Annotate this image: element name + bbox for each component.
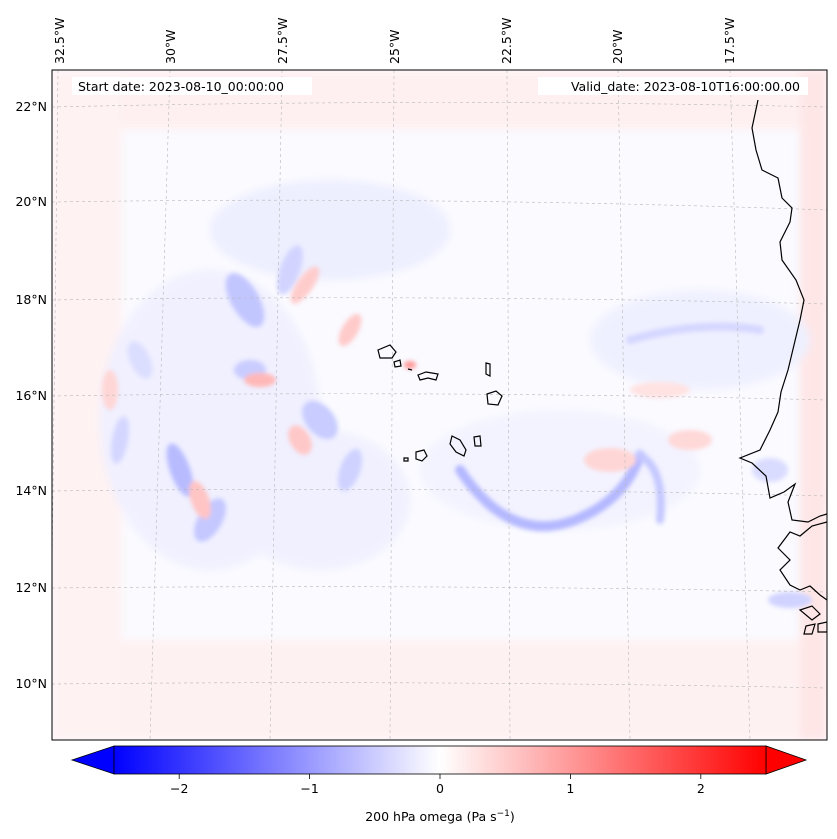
colorbar-extend-min (70, 745, 115, 775)
cape-verde-boa-vista (486, 390, 503, 406)
colorbar-gradient (113, 745, 767, 775)
colorbar-extend-max (765, 745, 808, 775)
lat-tick-label: 22°N (15, 99, 47, 114)
cape-verde-santa-luzia (407, 368, 413, 371)
cape-verde-sao-vicente (393, 359, 402, 368)
lon-tick-label: 27.5°W (275, 18, 290, 64)
colorbar: −2 −1 0 1 2 200 hPa omega (Pa s−1) (70, 745, 808, 824)
cape-verde-brava (403, 457, 409, 462)
africa-coastline (738, 99, 827, 523)
cape-verde-sal (485, 362, 491, 377)
lon-tick-label: 22.5°W (499, 18, 514, 64)
bissagos-islands (798, 605, 827, 635)
valid-date-label: Valid_date: 2023-08-10T16:00:00.00 (571, 79, 800, 94)
lat-tick-label: 10°N (15, 676, 47, 691)
gridlines (52, 70, 827, 740)
lat-tick-label: 20°N (15, 194, 47, 209)
cape-verde-maio (473, 435, 482, 447)
lat-tick-label: 18°N (15, 292, 47, 307)
colorbar-tick-label: 2 (697, 781, 705, 796)
lat-tick-label: 16°N (15, 388, 47, 403)
latitude-labels: 22°N 20°N 18°N 16°N 14°N 12°N 10°N (15, 99, 47, 691)
colorbar-tick-label: −1 (300, 781, 318, 796)
map-frame (51, 69, 828, 741)
colorbar-title: 200 hPa omega (Pa s−1) (365, 809, 515, 824)
lat-tick-label: 14°N (15, 483, 47, 498)
africa-coastline-south (777, 521, 827, 601)
lon-tick-label: 30°W (163, 29, 178, 64)
coastlines (377, 99, 827, 635)
longitude-labels: 32.5°W 30°W 27.5°W 25°W 22.5°W 20°W 17.5°W (52, 18, 737, 64)
start-date-box (72, 77, 312, 95)
colorbar-tick-label: −2 (170, 781, 188, 796)
lon-tick-label: 32.5°W (52, 18, 67, 64)
lon-tick-label: 17.5°W (722, 18, 737, 64)
colorbar-ticks: −2 −1 0 1 2 (170, 774, 705, 796)
colorbar-tick-label: 0 (436, 781, 444, 796)
lon-tick-label: 25°W (387, 29, 402, 64)
cape-verde-santo-antao (377, 344, 397, 359)
colorbar-tick-label: 1 (566, 781, 574, 796)
cape-verde-santiago (449, 435, 467, 457)
cape-verde-sao-nicolau (417, 371, 439, 381)
cape-verde-fogo (415, 449, 428, 462)
lat-tick-label: 12°N (15, 580, 47, 595)
lon-tick-label: 20°W (610, 29, 625, 64)
start-date-label: Start date: 2023-08-10_00:00:00 (78, 79, 284, 94)
valid-date-box (538, 77, 808, 95)
